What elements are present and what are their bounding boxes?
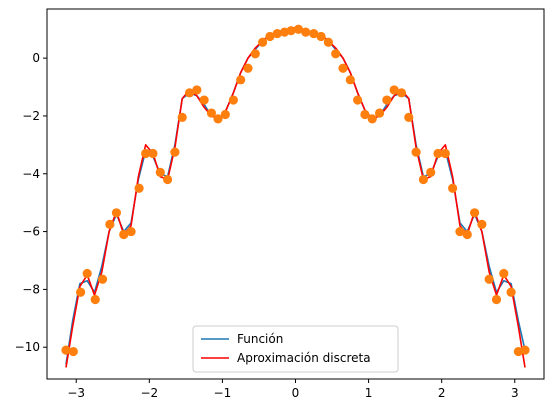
data-point [477, 219, 487, 229]
data-point [61, 345, 71, 355]
data-point [148, 148, 158, 159]
y-tick-label: −6 [22, 225, 40, 239]
series-line-1 [65, 26, 526, 368]
data-point [426, 167, 436, 177]
data-point [76, 287, 86, 297]
data-point [111, 208, 122, 218]
data-point [68, 346, 78, 357]
data-point [404, 112, 414, 122]
data-point [236, 75, 246, 85]
data-point [353, 95, 363, 105]
data-point [499, 268, 509, 279]
data-point [119, 229, 129, 240]
data-point [338, 63, 348, 73]
data-point [389, 85, 399, 95]
data-point [360, 109, 370, 120]
x-tick-label: −3 [67, 386, 85, 400]
data-point [163, 174, 173, 185]
x-tick-label: −1 [214, 386, 232, 400]
data-point [199, 95, 209, 105]
data-point [469, 208, 480, 218]
data-point [448, 183, 458, 193]
y-tick-label: −4 [22, 167, 40, 181]
data-point [220, 109, 230, 120]
data-point [192, 85, 202, 95]
data-point [455, 226, 465, 237]
data-point [506, 287, 516, 297]
data-point [323, 37, 333, 47]
data-point [82, 268, 92, 279]
data-point [418, 174, 428, 185]
x-tick-label: 3 [511, 386, 519, 400]
data-point [170, 147, 180, 157]
legend-label: Función [237, 332, 283, 346]
data-point [491, 294, 502, 305]
data-point [243, 63, 253, 73]
points-layer [61, 24, 530, 357]
data-point [272, 28, 282, 39]
data-point [367, 114, 377, 124]
data-point [462, 229, 472, 240]
data-point [286, 26, 296, 36]
data-point [105, 219, 115, 229]
legend-box [192, 325, 399, 373]
data-point [520, 345, 530, 355]
data-point [484, 274, 494, 284]
x-tick-label: 0 [292, 386, 300, 400]
plot-frame [46, 8, 545, 380]
x-tick-label: 1 [365, 386, 373, 400]
data-point [345, 75, 355, 85]
y-tick-label: −10 [15, 340, 40, 354]
data-point [206, 108, 217, 118]
data-point [90, 294, 100, 305]
y-tick-label: −8 [22, 282, 40, 296]
data-point [97, 274, 108, 284]
data-point [396, 88, 407, 98]
data-point [126, 226, 136, 237]
y-tick-label: 0 [32, 51, 40, 65]
x-tick-label: 2 [438, 386, 446, 400]
data-point [258, 37, 268, 47]
data-point [141, 148, 151, 159]
data-point [374, 108, 385, 118]
data-point [134, 183, 144, 193]
data-point [309, 28, 319, 39]
data-point [331, 49, 341, 59]
x-tick-label: −2 [140, 386, 158, 400]
data-point [177, 112, 187, 122]
data-point [301, 27, 311, 37]
data-point [155, 167, 165, 177]
y-axis-ticks: 0 −2 −4 −6 −8 −10 [15, 51, 47, 354]
data-point [433, 148, 443, 159]
x-axis-ticks: −3 −2 −1 0 1 2 3 [67, 379, 519, 400]
data-point [293, 24, 304, 34]
legend-label: Aproximación discreta [237, 351, 371, 365]
legend: Función Aproximación discreta [192, 325, 399, 373]
data-point [228, 95, 238, 105]
y-tick-label: −2 [22, 109, 40, 123]
data-point [265, 31, 275, 42]
data-point [184, 88, 195, 98]
data-point [316, 31, 326, 42]
data-point [411, 147, 421, 157]
data-point [382, 95, 392, 105]
data-point [250, 49, 260, 59]
series-layer [65, 26, 526, 368]
data-point [440, 148, 450, 159]
data-point [213, 114, 223, 124]
